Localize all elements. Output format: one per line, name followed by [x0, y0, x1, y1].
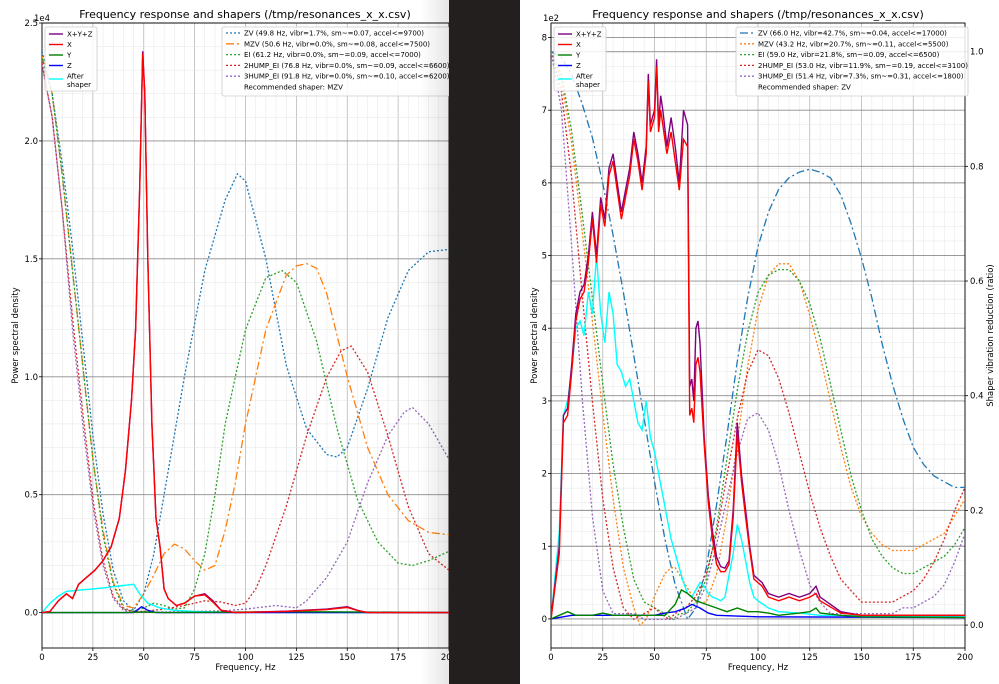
- x-tick-label: 75: [701, 653, 712, 663]
- x-axis-label: Frequency, Hz: [728, 663, 789, 673]
- legend-entry: MZV (43.2 Hz, vibr=20.7%, sm~=0.11, acce…: [758, 40, 949, 48]
- left-chart-panel: Frequency response and shapers (/tmp/res…: [0, 0, 449, 684]
- recommended-shaper: Recommended shaper: ZV: [758, 84, 851, 92]
- psd-series-y: [551, 588, 965, 620]
- shaper-curve-zv: [42, 51, 449, 612]
- y-multiplier: 1e4: [34, 14, 50, 24]
- x-tick-label: 0: [548, 653, 553, 663]
- x-tick-label: 200: [957, 653, 973, 663]
- y2-tick-label: 1.0: [970, 48, 984, 58]
- y-tick-label: 1.5: [24, 255, 38, 265]
- shaper-curve-hump3: [42, 65, 449, 613]
- shaper-curve-ei: [551, 51, 965, 621]
- x-tick-label: 75: [189, 653, 200, 663]
- psd-series-xyz: [551, 59, 965, 619]
- legend-entry: Y: [575, 52, 581, 60]
- y-axis-label: Power spectral density: [11, 287, 21, 383]
- shaper-legend: ZV (66.0 Hz, vibr=42.7%, sm~=0.04, accel…: [735, 26, 969, 97]
- psd-legend: X+Y+Z XYZ After shaper: [553, 26, 607, 92]
- y-tick-label: 6: [542, 179, 547, 189]
- y-tick-label: 2.0: [24, 137, 38, 147]
- x-tick-label: 50: [138, 653, 149, 663]
- legend-entry: 2HUMP_EI (76.8 Hz, vibr=0.0%, sm~=0.09, …: [244, 62, 449, 70]
- x-tick-label: 25: [597, 653, 608, 663]
- shaper-curve-hump2: [42, 62, 449, 613]
- y-tick-label: 8: [542, 34, 547, 44]
- psd-legend: X+Y+Z XYZ After shaper: [44, 26, 98, 92]
- legend-entry: X: [576, 41, 581, 49]
- x-tick-label: 50: [649, 653, 660, 663]
- y2-tick-label: 0.6: [970, 277, 984, 287]
- grid: [41, 22, 449, 648]
- left-chart: Frequency response and shapers (/tmp/res…: [11, 8, 449, 673]
- y-tick-label: 1.0: [24, 373, 38, 383]
- psd-series-z: [551, 603, 965, 620]
- y2-tick-label: 0.2: [970, 506, 984, 516]
- right-chart-panel: Frequency response and shapers (/tmp/res…: [520, 0, 999, 684]
- y2-axis-label: Shaper vibration reduction (ratio): [986, 264, 996, 407]
- x-tick-label: 175: [390, 653, 406, 663]
- legend-entry: EI (61.2 Hz, vibr=0.0%, sm~=0.09, accel<…: [244, 51, 421, 59]
- y-axis-label: Power spectral density: [530, 287, 540, 383]
- window-divider: [449, 0, 520, 684]
- shaper-curve-hump3: [551, 51, 965, 620]
- y-tick-label: 4: [542, 324, 547, 334]
- y-tick-label: 1: [542, 542, 547, 552]
- legend-entry: 2HUMP_EI (53.0 Hz, vibr=11.9%, sm~=0.19,…: [758, 62, 968, 70]
- legend-entry: ZV (49.8 Hz, vibr=1.7%, sm~=0.07, accel<…: [244, 30, 424, 38]
- y-tick-label: 0.0: [24, 609, 38, 619]
- shaper-curve-zv: [551, 51, 965, 621]
- chart-title: Frequency response and shapers (/tmp/res…: [79, 8, 410, 21]
- x-tick-label: 200: [441, 653, 449, 663]
- grid: [550, 22, 966, 648]
- x-tick-label: 175: [905, 653, 921, 663]
- legend-entry: MZV (50.6 Hz, vibr=0.0%, sm~=0.08, accel…: [244, 40, 430, 48]
- shaper-curve-mzv: [551, 51, 965, 627]
- legend-entry: After shaper: [67, 73, 91, 90]
- x-tick-label: 125: [288, 653, 304, 663]
- psd-series-after: [42, 583, 449, 614]
- y-tick-label: 3: [542, 397, 547, 407]
- x-tick-label: 0: [39, 653, 44, 663]
- shaper-legend: ZV (49.8 Hz, vibr=1.7%, sm~=0.07, accel<…: [221, 26, 449, 97]
- chart-title: Frequency response and shapers (/tmp/res…: [592, 8, 923, 21]
- psd-series-x: [551, 66, 965, 619]
- y-tick-label: 5: [542, 252, 547, 262]
- y2-tick-label: 0.4: [970, 392, 984, 402]
- legend-entry: 3HUMP_EI (51.4 Hz, vibr=7.3%, sm~=0.31, …: [758, 73, 964, 81]
- legend-entry: Z: [576, 62, 581, 70]
- x-tick-label: 150: [339, 653, 355, 663]
- y2-tick-label: 0.8: [970, 162, 984, 172]
- y-tick-label: 7: [542, 106, 547, 116]
- shaper-curve-mzv: [42, 55, 449, 609]
- legend-entry: X: [67, 41, 72, 49]
- x-tick-label: 100: [750, 653, 766, 663]
- y-tick-label: 2.5: [24, 19, 38, 29]
- y2-tick-label: 0.0: [970, 621, 984, 631]
- right-chart: Frequency response and shapers (/tmp/res…: [530, 8, 996, 673]
- legend-entry: Y: [66, 52, 72, 60]
- legend-entry: EI (59.0 Hz, vibr=21.8%, sm~=0.09, accel…: [758, 51, 940, 59]
- y-tick-label: 0: [542, 615, 547, 625]
- x-tick-label: 100: [237, 653, 253, 663]
- legend-entry: X+Y+Z: [576, 31, 602, 39]
- legend-entry: 3HUMP_EI (91.8 Hz, vibr=0.0%, sm~=0.10, …: [244, 73, 449, 81]
- x-axis-label: Frequency, Hz: [215, 663, 276, 673]
- legend-entry: After shaper: [576, 73, 600, 90]
- y-tick-label: 2: [542, 470, 547, 480]
- y-tick-label: 0.5: [24, 491, 38, 501]
- x-tick-label: 25: [87, 653, 98, 663]
- x-tick-label: 125: [802, 653, 818, 663]
- shaper-curve-hump2: [551, 51, 965, 621]
- shaper-curve-ei: [42, 58, 449, 613]
- psd-series-after: [551, 255, 965, 619]
- legend-entry: Z: [67, 62, 72, 70]
- recommended-shaper: Recommended shaper: MZV: [244, 84, 343, 92]
- psd-series-x: [42, 53, 449, 614]
- x-tick-label: 150: [853, 653, 869, 663]
- y-multiplier: 1e2: [543, 14, 559, 24]
- legend-entry: ZV (66.0 Hz, vibr=42.7%, sm~=0.04, accel…: [758, 30, 947, 38]
- legend-entry: X+Y+Z: [67, 31, 93, 39]
- psd-series-y: [42, 610, 449, 614]
